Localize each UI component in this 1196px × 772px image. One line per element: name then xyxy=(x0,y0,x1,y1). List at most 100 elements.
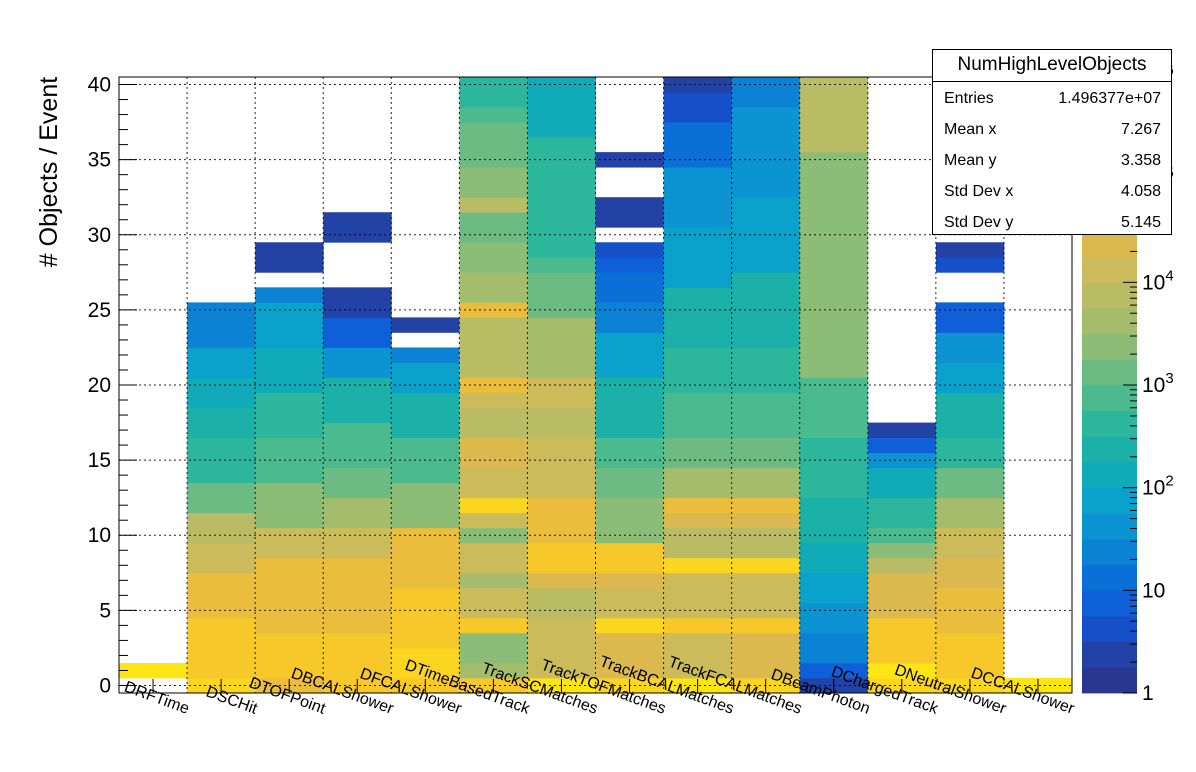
heatmap-cell xyxy=(187,557,256,574)
heatmap-cell xyxy=(663,107,733,123)
heatmap-cell xyxy=(187,452,256,469)
heatmap-cell xyxy=(459,482,528,499)
stats-key: Mean y xyxy=(944,152,997,169)
heatmap-cell xyxy=(867,512,937,529)
heatmap-cell xyxy=(595,497,664,514)
stats-value: 1.496377e+07 xyxy=(1058,90,1161,107)
heatmap-cell xyxy=(867,647,937,664)
heatmap-cell xyxy=(663,212,733,228)
heatmap-cell xyxy=(527,122,596,138)
heatmap-cell xyxy=(119,662,188,679)
heatmap-cell xyxy=(459,437,528,454)
heatmap-cell xyxy=(527,542,596,559)
heatmap-cell xyxy=(799,482,869,499)
heatmap-cell xyxy=(255,407,324,423)
heatmap-cell xyxy=(187,392,256,408)
heatmap-cell xyxy=(255,557,324,574)
heatmap-cell xyxy=(799,137,869,153)
heatmap-cell xyxy=(663,377,733,393)
heatmap-cell xyxy=(799,212,869,228)
heatmap-cell xyxy=(595,662,664,679)
heatmap-cell xyxy=(527,587,596,604)
heatmap-cell xyxy=(459,587,528,604)
heatmap-cell xyxy=(459,497,528,514)
heatmap-cell xyxy=(799,152,869,168)
heatmap-cell xyxy=(187,422,256,438)
heatmap-cell xyxy=(595,587,664,604)
heatmap-cell xyxy=(595,407,664,423)
heatmap-cell xyxy=(731,392,801,408)
heatmap-cell xyxy=(459,227,528,243)
heatmap-cell xyxy=(187,347,256,363)
heatmap-cell xyxy=(459,377,528,393)
heatmap-cell xyxy=(323,542,392,559)
heatmap-cell xyxy=(323,602,392,619)
color-scale-segment xyxy=(1082,359,1137,386)
heatmap-cell xyxy=(187,467,256,484)
heatmap-cell xyxy=(527,317,596,333)
heatmap-cell xyxy=(799,572,869,589)
stats-value: 4.058 xyxy=(1120,183,1161,200)
color-scale-segment xyxy=(1082,333,1137,360)
heatmap-cell xyxy=(731,197,801,213)
heatmap-cell xyxy=(527,77,596,93)
heatmap-cell xyxy=(799,227,869,243)
heatmap-cell xyxy=(527,467,596,484)
heatmap-cell xyxy=(187,497,256,514)
color-scale-segment xyxy=(1082,410,1137,437)
heatmap-cell xyxy=(527,602,596,619)
heatmap-cell xyxy=(595,572,664,589)
heatmap-cell xyxy=(459,362,528,378)
color-scale-tick-label: 103 xyxy=(1142,370,1174,397)
heatmap-cell xyxy=(731,122,801,138)
heatmap-cell xyxy=(595,392,664,408)
heatmap-cells xyxy=(119,77,1073,694)
heatmap-cell xyxy=(731,167,801,183)
heatmap-cell xyxy=(731,647,801,664)
heatmap-cell xyxy=(527,212,596,228)
heatmap-cell xyxy=(799,467,869,484)
heatmap-cell xyxy=(663,317,733,333)
heatmap-cell xyxy=(867,527,937,544)
heatmap-cell xyxy=(935,347,1005,363)
heatmap-cell xyxy=(187,362,256,378)
heatmap-cell xyxy=(799,512,869,529)
heatmap-cell xyxy=(391,617,460,634)
heatmap-cell xyxy=(663,422,733,438)
heatmap-cell xyxy=(731,512,801,529)
heatmap-cell xyxy=(459,182,528,198)
heatmap-cell xyxy=(323,632,392,649)
heatmap-cell xyxy=(255,347,324,363)
y-tick-label: 35 xyxy=(88,149,111,172)
heatmap-cell xyxy=(391,497,460,514)
heatmap-cell xyxy=(663,467,733,484)
y-tick-label: 5 xyxy=(99,599,111,622)
heatmap-cell xyxy=(187,317,256,333)
heatmap-cell xyxy=(935,542,1005,559)
heatmap-cell xyxy=(935,317,1005,333)
heatmap-cell xyxy=(187,482,256,499)
stats-value: 3.358 xyxy=(1120,152,1161,169)
heatmap-cell xyxy=(323,302,392,318)
stats-row-mean-x: Mean x 7.267 xyxy=(933,113,1171,144)
heatmap-cell xyxy=(799,332,869,348)
heatmap-cell xyxy=(459,557,528,574)
heatmap-cell xyxy=(595,467,664,484)
heatmap-cell xyxy=(799,377,869,393)
heatmap-cell xyxy=(459,407,528,423)
heatmap-cell xyxy=(595,632,664,649)
heatmap-cell xyxy=(391,632,460,649)
heatmap-cell xyxy=(391,572,460,589)
heatmap-cell xyxy=(935,587,1005,604)
heatmap-cell xyxy=(527,272,596,288)
heatmap-cell xyxy=(459,602,528,619)
heatmap-cell xyxy=(799,392,869,408)
heatmap-cell xyxy=(663,227,733,243)
color-scale-segment xyxy=(1082,385,1137,412)
color-scale-segment xyxy=(1082,231,1137,258)
heatmap-cell xyxy=(527,377,596,393)
heatmap-cell xyxy=(595,647,664,664)
heatmap-cell xyxy=(595,437,664,454)
heatmap-cell xyxy=(527,302,596,318)
